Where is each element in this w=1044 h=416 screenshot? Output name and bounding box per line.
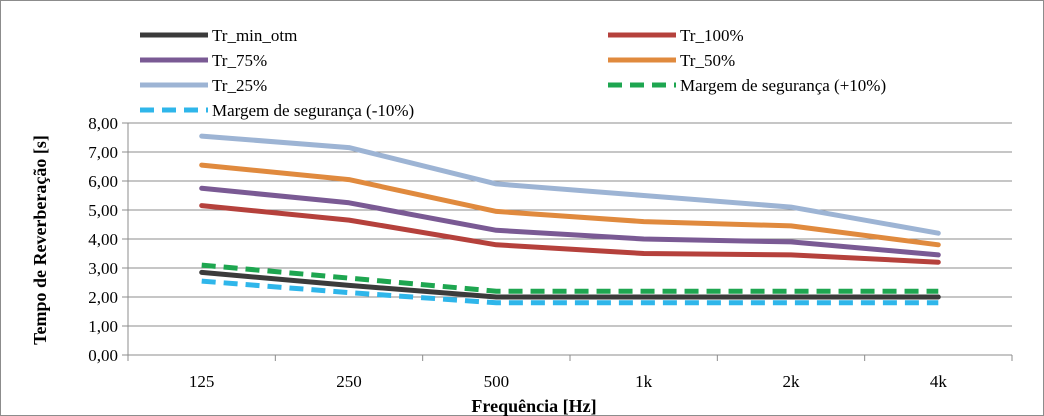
y-axis-ticks: 0,00 1,00 2,00 3,00 4,00 5,00 6,00 7,00 8,00 (88, 114, 129, 365)
y-tick-label: 6,00 (88, 172, 118, 191)
series-line-3 (199, 162, 941, 248)
series-line-5 (201, 262, 939, 294)
legend-label-0: Tr_min_otm (212, 26, 297, 45)
legend-label-6: Margem de segurança (-10%) (212, 101, 414, 120)
y-tick-label: 4,00 (88, 230, 118, 249)
series-line-4 (199, 133, 941, 236)
legend-label-2: Tr_75% (212, 51, 267, 70)
x-axis-title: Frequência [Hz] (471, 396, 596, 416)
x-tick-label: 250 (336, 372, 362, 391)
legend-label-1: Tr_100% (680, 26, 744, 45)
y-tick-label: 5,00 (88, 201, 118, 220)
y-tick-label: 1,00 (88, 317, 118, 336)
series-line-2 (199, 185, 941, 258)
y-tick-label: 3,00 (88, 259, 118, 278)
x-axis-ticks: 125 250 500 1k 2k 4k (127, 355, 1013, 391)
y-tick-label: 7,00 (88, 143, 118, 162)
legend-label-5: Margem de segurança (+10%) (680, 76, 886, 95)
legend-label-4: Tr_25% (212, 76, 267, 95)
series-line-6 (201, 278, 939, 306)
y-tick-label: 2,00 (88, 288, 118, 307)
gridlines (128, 122, 1012, 356)
x-tick-label: 125 (189, 372, 215, 391)
x-tick-label: 500 (484, 372, 510, 391)
y-tick-label: 8,00 (88, 114, 118, 133)
y-axis-title: Tempo de Reverberação [s] (30, 135, 50, 345)
legend: Tr_min_otm Tr_100% Tr_75% Tr_50% Tr_25% Marge… (140, 26, 886, 120)
x-tick-label: 1k (635, 372, 653, 391)
x-tick-label: 2k (783, 372, 801, 391)
y-tick-label: 0,00 (88, 346, 118, 365)
series-lines (199, 133, 941, 306)
legend-label-3: Tr_50% (680, 51, 735, 70)
series-line-0 (199, 269, 941, 300)
series-line-1 (199, 203, 941, 265)
x-tick-label: 4k (930, 372, 948, 391)
